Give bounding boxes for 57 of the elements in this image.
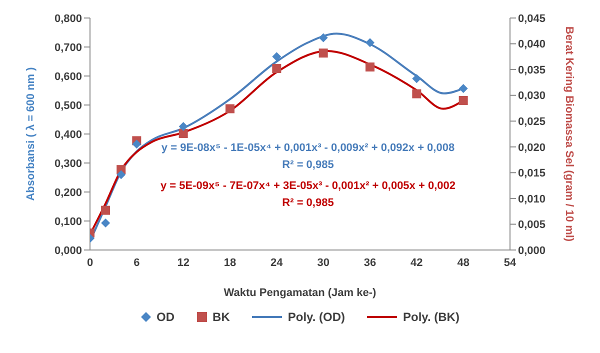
x-tick-label: 18 [224, 256, 236, 269]
x-tick-label: 36 [364, 256, 376, 269]
y-tick-label: 0,800 [54, 12, 82, 25]
x-tick-label: 24 [270, 256, 284, 269]
point [101, 206, 110, 215]
point [116, 170, 126, 180]
y2-tick-label: 0,035 [518, 64, 546, 76]
y2-tick-label: 0,010 [518, 193, 546, 206]
legend-label: Poly. (BK) [402, 310, 460, 324]
x-axis-title: Waktu Pengamatan (Jam ke-) [224, 287, 377, 299]
y2-tick-label: 0,030 [518, 90, 546, 102]
point [318, 48, 328, 58]
point [366, 38, 374, 48]
x-tick-label: 0 [86, 256, 94, 269]
y2-tick-label: 0,015 [518, 168, 546, 180]
point [458, 96, 468, 105]
y2-tick-label: 0,000 [518, 244, 546, 257]
legend-label: Poly. (OD) [286, 310, 345, 324]
y-axis-title: Absorbansi ( λ = 600 nm ) [24, 66, 37, 201]
legend-label: OD [156, 310, 175, 324]
y2-tick-label: 0,040 [518, 38, 546, 51]
y2-tick-label: 0,025 [518, 116, 546, 128]
legend-label: BK [212, 310, 230, 324]
point [366, 62, 374, 72]
annotation: R² = 0,985 [282, 197, 334, 209]
y2-tick-label: 0,005 [518, 219, 546, 232]
point [412, 74, 422, 84]
x-tick-label: 12 [177, 256, 190, 269]
x-tick-label: 54 [504, 256, 517, 269]
y-tick-label: 0,700 [54, 42, 82, 54]
y-tick-label: 0,300 [54, 158, 82, 170]
y2-axis-title: Berat Kering Biomassa Sel (gram / 10 ml) [563, 26, 576, 242]
y-tick-label: 0,400 [54, 128, 82, 141]
y-tick-label: 0,600 [54, 70, 82, 83]
point [272, 64, 282, 74]
x-tick-label: 42 [410, 256, 423, 269]
point [272, 52, 282, 62]
x-tick-label: 48 [457, 256, 470, 269]
point [412, 89, 422, 98]
point [226, 104, 234, 114]
point [178, 122, 188, 131]
point [458, 84, 468, 93]
x-tick-label: 6 [134, 256, 140, 269]
annotation: y = 9E-08x⁵ - 1E-05x⁴ + 0,001x³ - 0,009x² + 0,092x + 0,008 [161, 142, 455, 154]
point [132, 140, 142, 149]
y-tick-label: 0,500 [54, 100, 82, 112]
y2-tick-label: 0,045 [518, 12, 546, 25]
point [318, 33, 328, 42]
y-tick-label: 0,100 [54, 216, 82, 228]
annotation: R² = 0,985 [282, 159, 334, 171]
y-tick-label: 0,200 [54, 186, 82, 199]
point [178, 128, 188, 138]
y2-tick-label: 0,020 [518, 142, 546, 154]
x-tick-label: 30 [317, 256, 330, 269]
point [101, 218, 110, 228]
y-tick-label: 0,000 [54, 244, 82, 257]
annotation: y = 5E-09x⁵ - 7E-07x⁴ + 3E-05x³ - 0,001x² + 0,005x + 0,002 [160, 180, 456, 192]
